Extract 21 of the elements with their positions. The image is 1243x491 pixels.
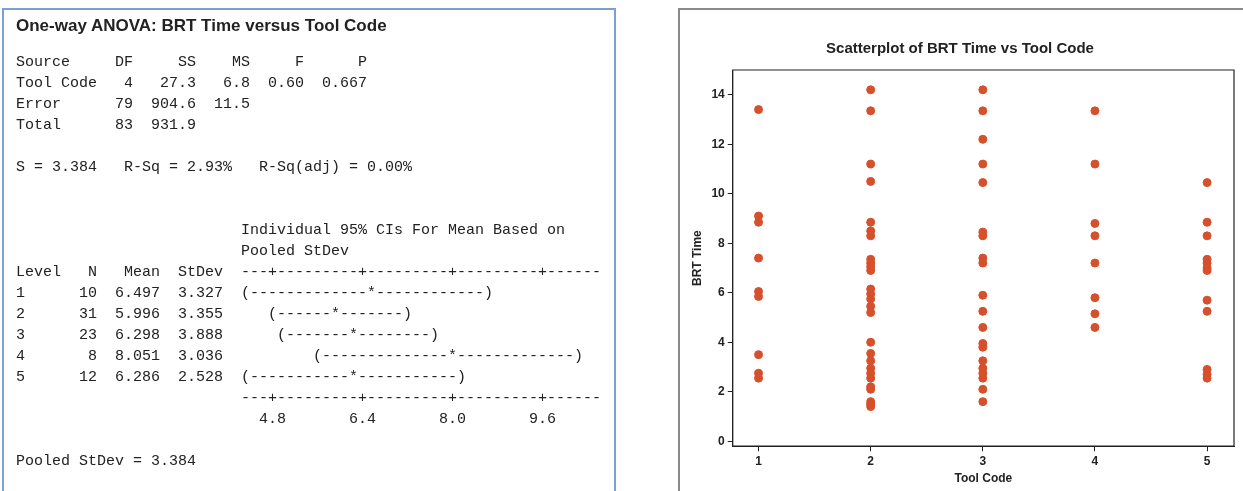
x-axis-title: Tool Code xyxy=(954,471,1013,486)
y-tick-label: 8 xyxy=(718,235,726,250)
y-tick-label: 14 xyxy=(711,87,726,102)
text: Pooled StDev = 3.384 xyxy=(16,452,198,472)
text: One-way ANOVA: BRT Time versus Tool Code xyxy=(16,16,388,36)
x-tick-label: 4 xyxy=(1091,453,1099,468)
x-tick-label: 5 xyxy=(1203,453,1211,468)
x-tick-label: 2 xyxy=(867,453,875,468)
y-tick-label: 4 xyxy=(718,334,726,349)
x-tick-label: 3 xyxy=(979,453,987,468)
y-tick-label: 0 xyxy=(718,433,726,448)
chart-title: Scatterplot of BRT Time vs Tool Code xyxy=(826,39,1094,57)
y-tick-label: 6 xyxy=(718,285,726,300)
y-tick-label: 2 xyxy=(718,384,726,399)
source-note: Source DF SS MS F P Tool Code 4 27.3 6.8 0.60 0.667 Error 79 904.6 11.5 Total 83 931.9 xyxy=(16,53,369,136)
text: S = 3.384 R-Sq = 2.93% R-Sq(adj) = 0.00% xyxy=(16,158,414,178)
x-tick-label: 1 xyxy=(755,453,763,468)
y-tick-label: 12 xyxy=(711,136,726,151)
y-axis-title: BRT Time xyxy=(689,229,704,286)
y-tick-label: 10 xyxy=(711,186,726,201)
text: Individual 95% CIs For Mean Based on Pooled StDev Level N Mean StDev ---+---------+---------+---------+------ 1 10 6.497 3.327 (-------------*------------) 2 31 5.996 3.355 (------*-------) 3 23 6.298 3.888 (-------*--------) 4 8 8.051 3.036 (--------------*-------------) 5 12 6.286 2.528 (-----------*-----------) ---+---------+---------+---------+------ 4.8 6.4 8.0 9.6 xyxy=(16,222,602,428)
